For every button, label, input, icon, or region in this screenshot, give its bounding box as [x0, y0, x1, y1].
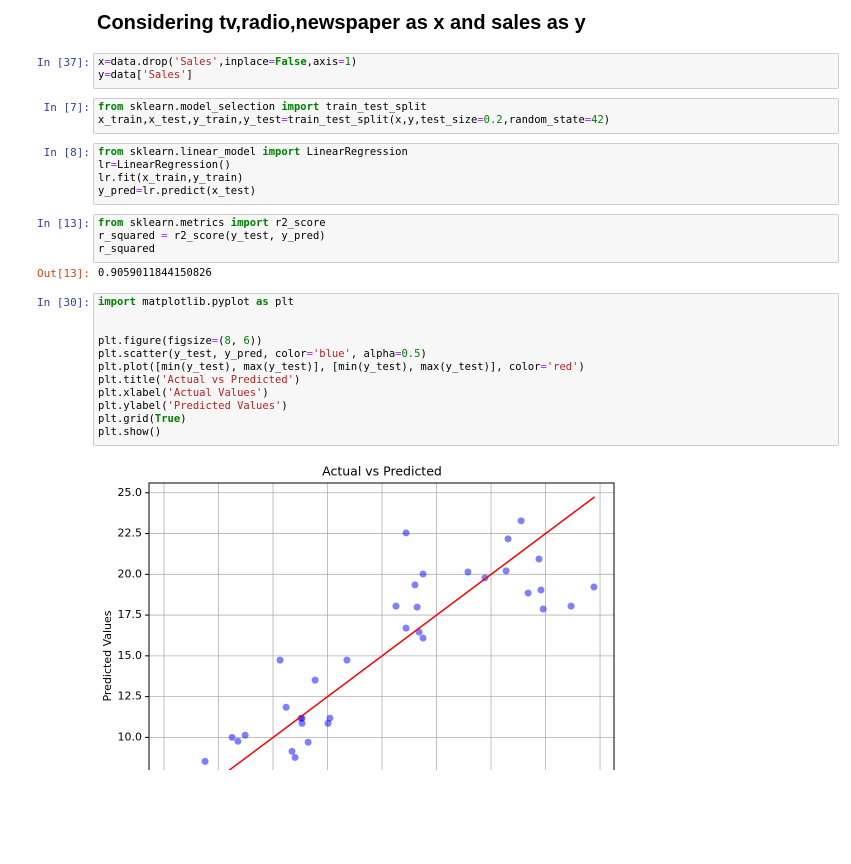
scatter-point	[535, 555, 543, 563]
code-line: lr=LinearRegression()	[98, 159, 231, 171]
code-line: plt.scatter(y_test, y_pred, color='blue'…	[98, 348, 427, 360]
y-tick-label: 20.0	[118, 567, 143, 580]
scatter-point	[276, 656, 284, 664]
scatter-point	[504, 535, 512, 543]
frame	[148, 482, 615, 770]
scatter-point	[402, 624, 410, 632]
code-line: x=data.drop('Sales',inplace=False,axis=1…	[98, 56, 358, 68]
scatter-point	[539, 605, 547, 613]
code-line: from sklearn.model_selection import trai…	[98, 101, 427, 113]
scatter-point	[392, 602, 400, 610]
scatter-point	[411, 581, 419, 589]
code-line: plt.show()	[98, 426, 162, 438]
y-tick-label: 12.5	[118, 690, 143, 703]
code-cell	[93, 98, 839, 134]
code-cell	[93, 143, 839, 205]
scatter-point	[311, 676, 319, 684]
scatter-point	[201, 757, 209, 765]
output-text: 0.9059011844150826	[98, 267, 212, 279]
scatter-point	[298, 719, 306, 727]
y-tick-label: 25.0	[118, 486, 143, 499]
scatter-point	[402, 529, 410, 537]
input-prompt: In [8]:	[43, 146, 90, 159]
input-prompt: In [13]:	[37, 217, 90, 230]
output-prompt: Out[13]:	[37, 267, 90, 280]
scatter-point	[502, 567, 510, 575]
scatter-point	[419, 634, 427, 642]
scatter-point	[234, 737, 242, 745]
code-line: x_train,x_test,y_train,y_test=train_test…	[98, 114, 611, 126]
code-cell	[93, 214, 839, 263]
scatter-point	[517, 517, 525, 525]
input-prompt: In [37]:	[37, 56, 90, 69]
y-tick-label: 22.5	[118, 527, 143, 540]
code-cell	[93, 53, 839, 89]
y-axis-label: Predicted Values	[101, 610, 114, 701]
scatter-point	[524, 589, 532, 597]
code-line: plt.grid(True)	[98, 413, 187, 425]
scatter-point	[288, 747, 296, 755]
code-line: r_squared	[98, 243, 155, 255]
chart-title: Actual vs Predicted	[322, 464, 442, 479]
scatter-point	[241, 731, 249, 739]
code-line: r_squared = r2_score(y_test, y_pred)	[98, 230, 326, 242]
code-line: import matplotlib.pyplot as plt	[98, 296, 294, 308]
code-line: y_pred=lr.predict(x_test)	[98, 185, 257, 197]
scatter-point	[326, 714, 334, 722]
code-cell	[93, 293, 839, 446]
scatter-point	[413, 603, 421, 611]
code-line: from sklearn.metrics import r2_score	[98, 217, 326, 229]
code-line: plt.title('Actual vs Predicted')	[98, 374, 301, 386]
scatter-point	[464, 568, 472, 576]
y-tick-label: 10.0	[118, 730, 143, 743]
y-tick-label: 15.0	[118, 649, 143, 662]
scatter-point	[590, 583, 598, 591]
code-line: plt.figure(figsize=(8, 6))	[98, 335, 263, 347]
code-line: y=data['Sales']	[98, 69, 193, 81]
code-line: lr.fit(x_train,y_train)	[98, 172, 244, 184]
code-line: plt.ylabel('Predicted Values')	[98, 400, 288, 412]
code-line: plt.plot([min(y_test), max(y_test)], [mi…	[98, 361, 585, 373]
scatter-point	[304, 738, 312, 746]
code-line: from sklearn.linear_model import LinearR…	[98, 146, 408, 158]
scatter-point	[343, 656, 351, 664]
scatter-point	[567, 602, 575, 610]
scatter-point	[537, 586, 545, 594]
heading: Considering tv,radio,newspaper as x and …	[97, 12, 586, 34]
scatter-point	[228, 733, 236, 741]
scatter-point	[291, 753, 299, 761]
input-prompt: In [7]:	[43, 101, 90, 114]
input-prompt: In [30]:	[37, 296, 90, 309]
reference-line	[228, 496, 596, 770]
scatter-point	[419, 570, 427, 578]
plot-area	[149, 483, 614, 770]
scatter-point	[282, 703, 290, 711]
y-tick-label: 17.5	[118, 608, 143, 621]
code-line: plt.xlabel('Actual Values')	[98, 387, 269, 399]
